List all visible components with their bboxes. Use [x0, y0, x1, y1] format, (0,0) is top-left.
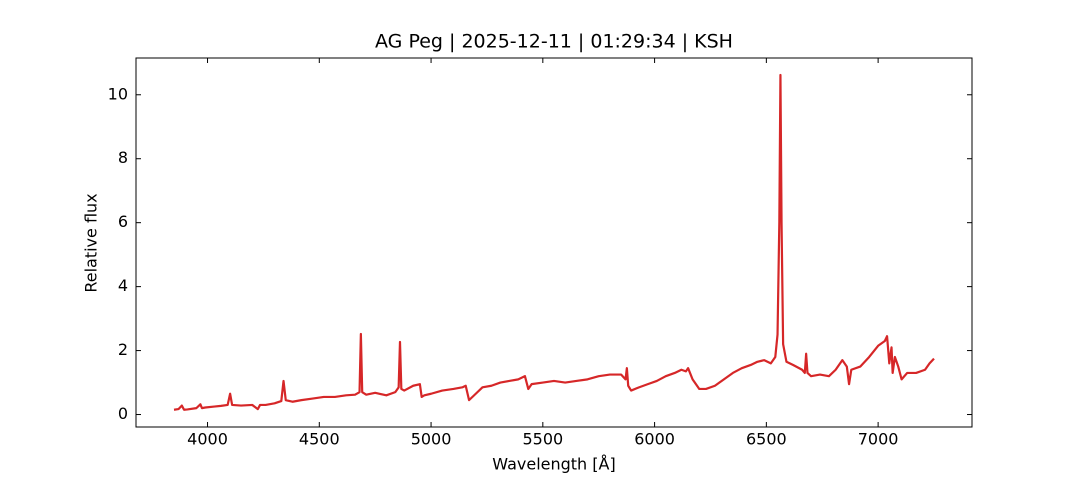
x-tick-label: 6500	[746, 430, 787, 449]
y-tick-label: 2	[118, 340, 128, 359]
y-tick-label: 0	[118, 404, 128, 423]
y-tick-label: 10	[108, 84, 128, 103]
y-tick-label: 4	[118, 276, 128, 295]
plot-frame	[135, 57, 973, 428]
x-tick-label: 7000	[858, 430, 899, 449]
spectrum-line	[173, 73, 935, 411]
x-tick-label: 5500	[522, 430, 563, 449]
x-tick-label: 4000	[187, 430, 228, 449]
x-tick-label: 6000	[634, 430, 675, 449]
y-tick-label: 8	[118, 148, 128, 167]
chart-title: AG Peg | 2025-12-11 | 01:29:34 | KSH	[375, 31, 733, 53]
x-axis-label: Wavelength [Å]	[492, 455, 615, 474]
x-tick-label: 4500	[299, 430, 340, 449]
x-tick-label: 5000	[411, 430, 452, 449]
y-tick-label: 6	[118, 212, 128, 231]
y-axis-label: Relative flux	[82, 193, 101, 292]
